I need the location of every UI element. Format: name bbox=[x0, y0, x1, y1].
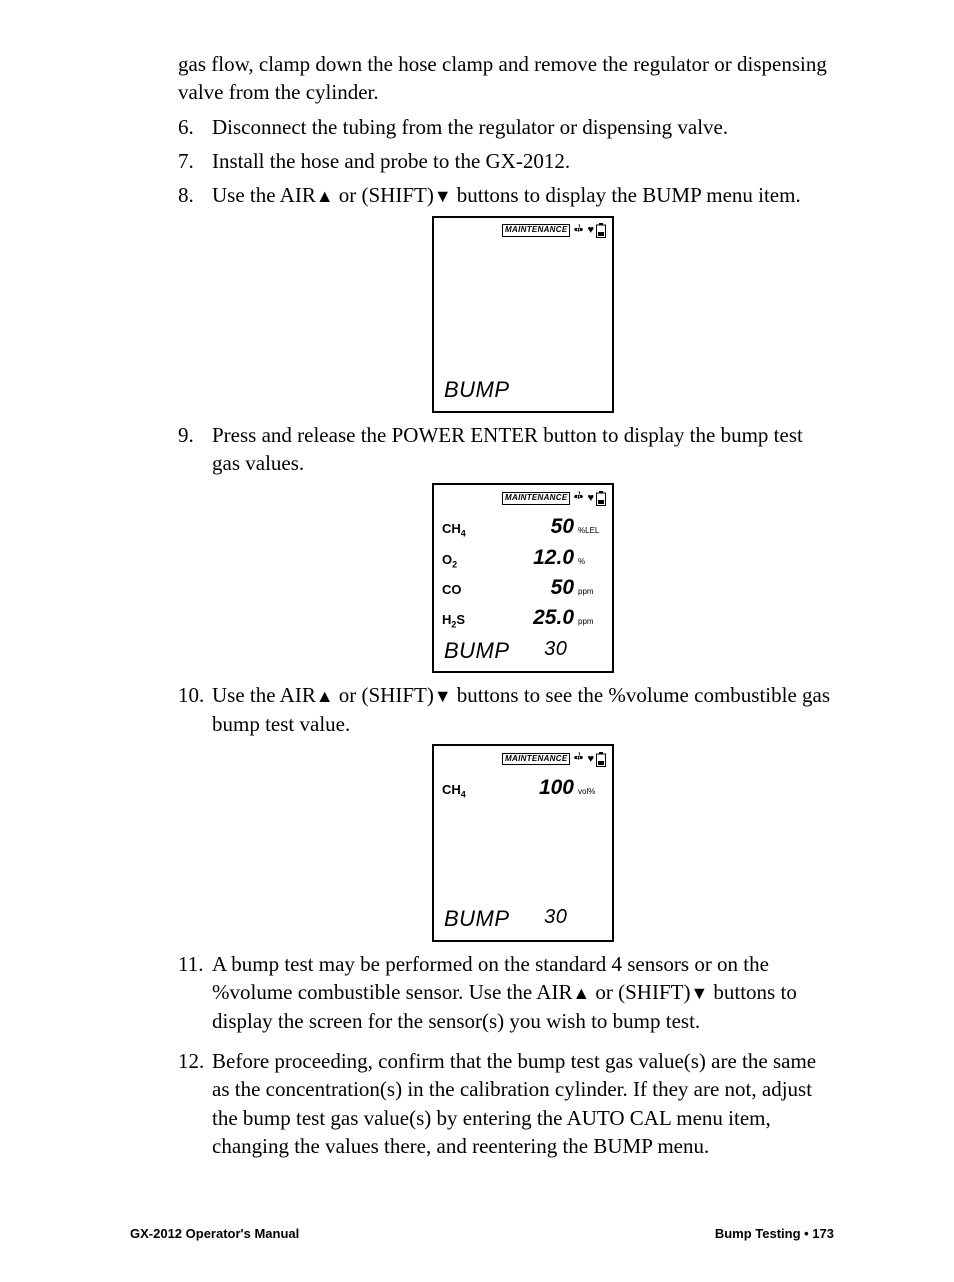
gas-unit: ppm bbox=[578, 617, 604, 628]
fan-icon bbox=[572, 223, 585, 239]
lcd-screen-bump: MAINTENANCE ♥ BUMP bbox=[432, 216, 614, 413]
maintenance-label: MAINTENANCE bbox=[502, 224, 570, 237]
bump-count: 30 bbox=[510, 904, 602, 934]
maintenance-label: MAINTENANCE bbox=[502, 492, 570, 505]
heart-icon: ♥ bbox=[587, 225, 594, 236]
triangle-down-icon: ▼ bbox=[434, 186, 452, 206]
step-number: 7. bbox=[178, 147, 194, 175]
footer-left: GX-2012 Operator's Manual bbox=[130, 1225, 299, 1243]
page-footer: GX-2012 Operator's Manual Bump Testing •… bbox=[130, 1225, 834, 1243]
step-number: 8. bbox=[178, 181, 194, 209]
step-11: 11. A bump test may be performed on the … bbox=[178, 950, 834, 1035]
heart-icon: ♥ bbox=[587, 493, 594, 504]
gas-name: CH4 bbox=[442, 781, 482, 801]
gas-value: 100 bbox=[482, 774, 578, 802]
step-number: 12. bbox=[178, 1047, 204, 1075]
step-7: 7. Install the hose and probe to the GX-… bbox=[178, 147, 834, 175]
gas-row: CH450%LEL bbox=[440, 513, 606, 541]
step-text: Press and release the POWER ENTER button… bbox=[212, 423, 803, 475]
gas-row: H2S25.0ppm bbox=[440, 604, 606, 632]
fan-icon bbox=[572, 751, 585, 767]
triangle-up-icon: ▲ bbox=[572, 983, 590, 1003]
maintenance-label: MAINTENANCE bbox=[502, 753, 570, 766]
triangle-up-icon: ▲ bbox=[316, 186, 334, 206]
battery-icon bbox=[596, 491, 606, 506]
gas-unit: vol% bbox=[578, 787, 604, 798]
triangle-down-icon: ▼ bbox=[690, 983, 708, 1003]
footer-right: Bump Testing • 173 bbox=[715, 1225, 834, 1243]
lcd-screen-gas-values: MAINTENANCE ♥ CH450%LELO212.0%CO50ppmH2S… bbox=[432, 483, 614, 673]
gas-name: CO bbox=[442, 581, 482, 599]
gas-row: O212.0% bbox=[440, 544, 606, 572]
gas-value: 50 bbox=[482, 574, 578, 602]
gas-row: CH4100vol% bbox=[440, 774, 606, 802]
triangle-down-icon: ▼ bbox=[434, 686, 452, 706]
gas-row: CO50ppm bbox=[440, 574, 606, 602]
bump-label: BUMP bbox=[444, 904, 510, 934]
step-10: 10. Use the AIR▲ or (SHIFT)▼ buttons to … bbox=[178, 681, 834, 942]
step-text: Disconnect the tubing from the regulator… bbox=[212, 115, 728, 139]
gas-name: O2 bbox=[442, 551, 482, 571]
step-12: 12. Before proceeding, confirm that the … bbox=[178, 1047, 834, 1160]
step-number: 10. bbox=[178, 681, 204, 709]
step-text-b: or (SHIFT) bbox=[334, 683, 434, 707]
gas-unit: %LEL bbox=[578, 526, 604, 537]
bump-footer: BUMP 30 bbox=[440, 904, 606, 934]
bump-footer: BUMP bbox=[440, 375, 606, 405]
gas-name: H2S bbox=[442, 611, 482, 631]
step-number: 9. bbox=[178, 421, 194, 449]
gas-value: 12.0 bbox=[482, 544, 578, 572]
step-list: 6. Disconnect the tubing from the regula… bbox=[178, 113, 834, 1161]
step-text: Before proceeding, confirm that the bump… bbox=[212, 1049, 816, 1158]
gas-value: 50 bbox=[482, 513, 578, 541]
gas-table: CH450%LELO212.0%CO50ppmH2S25.0ppm bbox=[440, 511, 606, 634]
heart-icon: ♥ bbox=[587, 754, 594, 765]
bump-count: 30 bbox=[510, 636, 602, 666]
bump-label: BUMP bbox=[444, 636, 510, 666]
fan-icon bbox=[572, 490, 585, 506]
step-number: 11. bbox=[178, 950, 203, 978]
step-8: 8. Use the AIR▲ or (SHIFT)▼ buttons to d… bbox=[178, 181, 834, 412]
step-number: 6. bbox=[178, 113, 194, 141]
lcd-header: MAINTENANCE ♥ bbox=[440, 222, 606, 240]
step-6: 6. Disconnect the tubing from the regula… bbox=[178, 113, 834, 141]
bump-footer: BUMP 30 bbox=[440, 636, 606, 666]
lcd-screen-vol: MAINTENANCE ♥ CH4100vol% BUMP 30 bbox=[432, 744, 614, 942]
battery-icon bbox=[596, 223, 606, 238]
gas-unit: ppm bbox=[578, 587, 604, 598]
gas-value: 25.0 bbox=[482, 604, 578, 632]
bump-label: BUMP bbox=[444, 375, 510, 405]
gas-unit: % bbox=[578, 557, 604, 568]
step-9: 9. Press and release the POWER ENTER but… bbox=[178, 421, 834, 674]
lcd-header: MAINTENANCE ♥ bbox=[440, 489, 606, 507]
step-text: Install the hose and probe to the GX-201… bbox=[212, 149, 570, 173]
step-text-c: buttons to display the BUMP menu item. bbox=[452, 183, 801, 207]
triangle-up-icon: ▲ bbox=[316, 686, 334, 706]
lcd-header: MAINTENANCE ♥ bbox=[440, 750, 606, 768]
battery-icon bbox=[596, 752, 606, 767]
gas-name: CH4 bbox=[442, 520, 482, 540]
step-text-a: Use the AIR bbox=[212, 683, 316, 707]
continuation-text: gas flow, clamp down the hose clamp and … bbox=[178, 50, 834, 107]
step-text-b: or (SHIFT) bbox=[590, 980, 690, 1004]
step-text-a: Use the AIR bbox=[212, 183, 316, 207]
step-text-b: or (SHIFT) bbox=[334, 183, 434, 207]
gas-table: CH4100vol% bbox=[440, 772, 606, 804]
